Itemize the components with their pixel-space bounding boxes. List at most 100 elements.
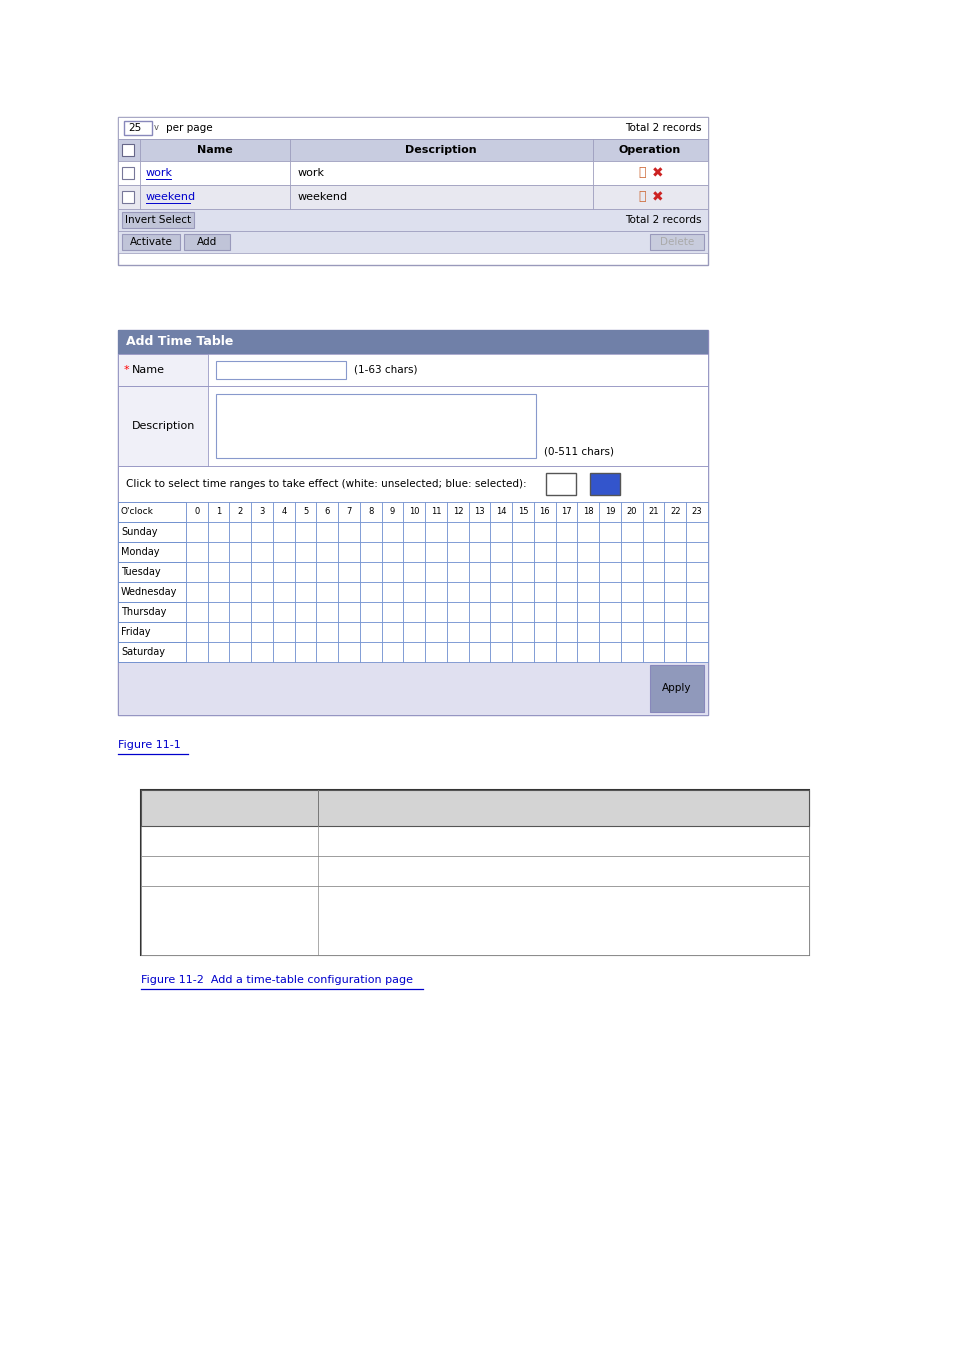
Bar xyxy=(230,622,251,643)
Bar xyxy=(251,582,273,602)
Text: work: work xyxy=(146,167,172,178)
Bar xyxy=(122,167,133,180)
Bar xyxy=(620,582,642,602)
Bar xyxy=(118,466,707,502)
Bar xyxy=(118,161,707,185)
Text: ✖: ✖ xyxy=(652,166,663,180)
Bar xyxy=(447,602,468,622)
Bar xyxy=(118,185,707,209)
Bar xyxy=(381,562,403,582)
Text: Apply: Apply xyxy=(661,683,691,693)
Bar xyxy=(273,602,294,622)
Bar xyxy=(316,502,338,522)
Bar xyxy=(186,622,208,643)
Text: 1: 1 xyxy=(215,508,221,517)
Bar xyxy=(273,622,294,643)
Bar xyxy=(118,354,707,386)
Bar xyxy=(208,541,230,562)
Bar xyxy=(649,666,703,711)
Bar xyxy=(577,643,598,662)
Bar xyxy=(598,502,620,522)
Bar xyxy=(359,622,381,643)
Bar xyxy=(490,502,512,522)
Text: *: * xyxy=(124,364,130,375)
Bar xyxy=(141,856,808,886)
Bar xyxy=(208,602,230,622)
Text: Click to select time ranges to take effect (white: unselected; blue: selected):: Click to select time ranges to take effe… xyxy=(126,479,526,489)
Bar xyxy=(118,602,186,622)
Bar xyxy=(664,602,685,622)
Bar xyxy=(338,602,359,622)
Bar xyxy=(403,541,425,562)
Bar xyxy=(118,643,186,662)
Bar xyxy=(512,582,534,602)
Bar xyxy=(577,562,598,582)
Bar xyxy=(118,582,186,602)
Bar xyxy=(556,562,577,582)
Bar xyxy=(122,234,180,250)
Bar xyxy=(425,522,447,541)
Bar xyxy=(140,161,290,185)
Bar xyxy=(425,622,447,643)
Bar xyxy=(577,622,598,643)
Bar xyxy=(664,522,685,541)
Bar xyxy=(685,622,707,643)
Bar xyxy=(534,522,556,541)
Bar xyxy=(118,329,707,354)
Text: 3: 3 xyxy=(259,508,265,517)
Bar xyxy=(381,602,403,622)
Text: per page: per page xyxy=(166,123,213,134)
Bar xyxy=(468,502,490,522)
Bar xyxy=(294,602,316,622)
Text: Add: Add xyxy=(196,238,217,247)
Bar xyxy=(664,622,685,643)
Bar xyxy=(118,139,140,161)
Bar xyxy=(359,582,381,602)
Bar xyxy=(556,582,577,602)
Bar xyxy=(403,562,425,582)
Bar xyxy=(141,826,808,856)
Bar xyxy=(338,541,359,562)
Bar xyxy=(490,582,512,602)
Text: Description: Description xyxy=(132,421,195,431)
Bar xyxy=(664,562,685,582)
Text: 5: 5 xyxy=(303,508,308,517)
Bar xyxy=(140,185,290,209)
Bar xyxy=(186,541,208,562)
Bar xyxy=(664,643,685,662)
Bar xyxy=(184,234,230,250)
Bar xyxy=(251,541,273,562)
Bar xyxy=(403,643,425,662)
Text: 15: 15 xyxy=(517,508,528,517)
Bar xyxy=(338,502,359,522)
Bar xyxy=(685,602,707,622)
Bar xyxy=(577,502,598,522)
Text: Name: Name xyxy=(197,144,233,155)
Bar xyxy=(598,602,620,622)
Text: Total 2 records: Total 2 records xyxy=(625,215,701,225)
Text: Thursday: Thursday xyxy=(121,608,166,617)
Bar xyxy=(534,602,556,622)
Bar xyxy=(598,643,620,662)
Bar xyxy=(140,139,290,161)
Bar xyxy=(186,502,208,522)
Bar xyxy=(593,161,707,185)
Bar xyxy=(556,602,577,622)
Text: Total 2 records: Total 2 records xyxy=(625,123,701,134)
Bar xyxy=(230,562,251,582)
Bar xyxy=(118,329,707,716)
Bar xyxy=(490,602,512,622)
Bar xyxy=(290,139,593,161)
Text: Tuesday: Tuesday xyxy=(121,567,160,576)
Bar xyxy=(664,582,685,602)
Bar xyxy=(359,602,381,622)
Bar xyxy=(186,602,208,622)
Bar xyxy=(251,562,273,582)
Bar xyxy=(215,360,346,379)
Bar xyxy=(534,502,556,522)
Text: 18: 18 xyxy=(582,508,593,517)
Text: 14: 14 xyxy=(496,508,506,517)
Text: work: work xyxy=(297,167,325,178)
Text: 20: 20 xyxy=(626,508,637,517)
Text: Monday: Monday xyxy=(121,547,159,558)
